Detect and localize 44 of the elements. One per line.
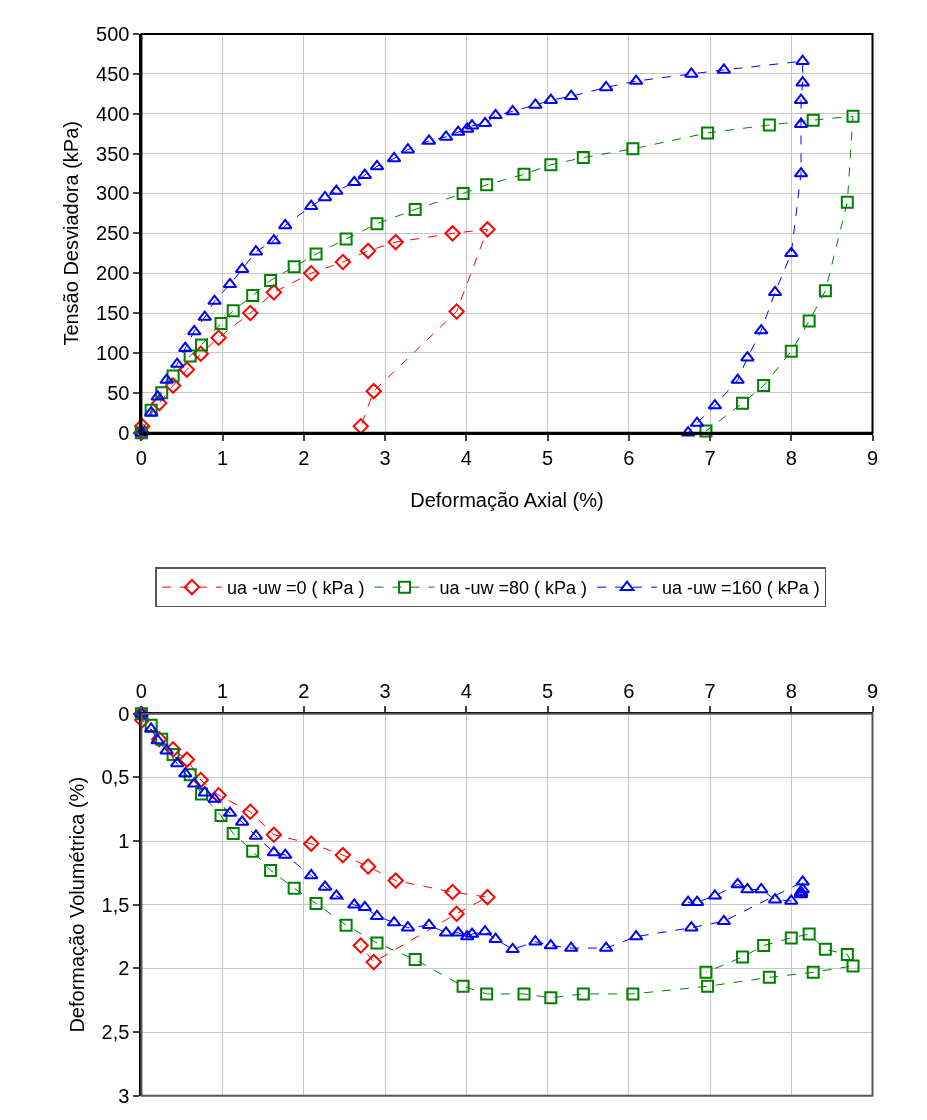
legend-label: ua -uw =0 ( kPa ) <box>226 578 365 599</box>
x-tick-label: 7 <box>704 446 716 469</box>
y-tick-label: 2,5 <box>101 1021 130 1044</box>
y-tick-label: 300 <box>96 182 130 205</box>
y-tick-label: 0 <box>118 421 130 444</box>
x-tick-label: 9 <box>866 679 879 702</box>
x-tick-label: 7 <box>704 679 716 702</box>
x-tick-label: 8 <box>785 446 797 469</box>
y-tick-label: 1,5 <box>101 893 130 916</box>
y-tick-label: 150 <box>96 302 130 325</box>
x-axis-title: Deformação Axial (%) <box>410 488 604 511</box>
y-axis-title: Tensão Desviadora (kPa) <box>60 121 83 346</box>
x-tick-label: 1 <box>217 446 229 469</box>
y-tick-label: 50 <box>107 381 130 404</box>
x-tick-label: 0 <box>135 446 147 469</box>
x-tick-label: 1 <box>217 679 229 702</box>
x-tick-label: 8 <box>785 679 797 702</box>
x-tick-label: 3 <box>379 679 391 702</box>
y-tick-label: 400 <box>96 102 130 125</box>
y-tick-label: 350 <box>96 142 130 165</box>
y-tick-label: 2 <box>118 957 130 980</box>
y-tick-label: 0,5 <box>101 766 130 789</box>
y-tick-label: 200 <box>96 262 130 285</box>
x-tick-label: 5 <box>542 679 554 702</box>
x-tick-label: 2 <box>298 446 310 469</box>
x-tick-label: 0 <box>135 679 147 702</box>
y-tick-label: 1 <box>118 830 130 853</box>
y-tick-label: 500 <box>96 23 130 46</box>
x-tick-label: 2 <box>298 679 310 702</box>
y-tick-label: 450 <box>96 62 130 85</box>
x-tick-label: 3 <box>379 446 391 469</box>
legend-label: ua -uw =160 ( kPa ) <box>662 578 820 599</box>
x-tick-label: 6 <box>623 679 635 702</box>
legend-label: ua -uw =80 ( kPa ) <box>439 578 588 599</box>
x-tick-label: 6 <box>623 446 635 469</box>
y-tick-label: 3 <box>118 1084 130 1107</box>
x-tick-label: 4 <box>460 679 472 702</box>
y-axis-title: Deformação Volumétrica (%) <box>65 776 88 1033</box>
y-tick-label: 0 <box>118 702 130 725</box>
x-tick-label: 4 <box>460 446 472 469</box>
y-tick-label: 100 <box>96 341 130 364</box>
y-tick-label: 250 <box>96 222 130 245</box>
x-tick-label: 5 <box>542 446 554 469</box>
x-tick-label: 9 <box>866 446 879 469</box>
